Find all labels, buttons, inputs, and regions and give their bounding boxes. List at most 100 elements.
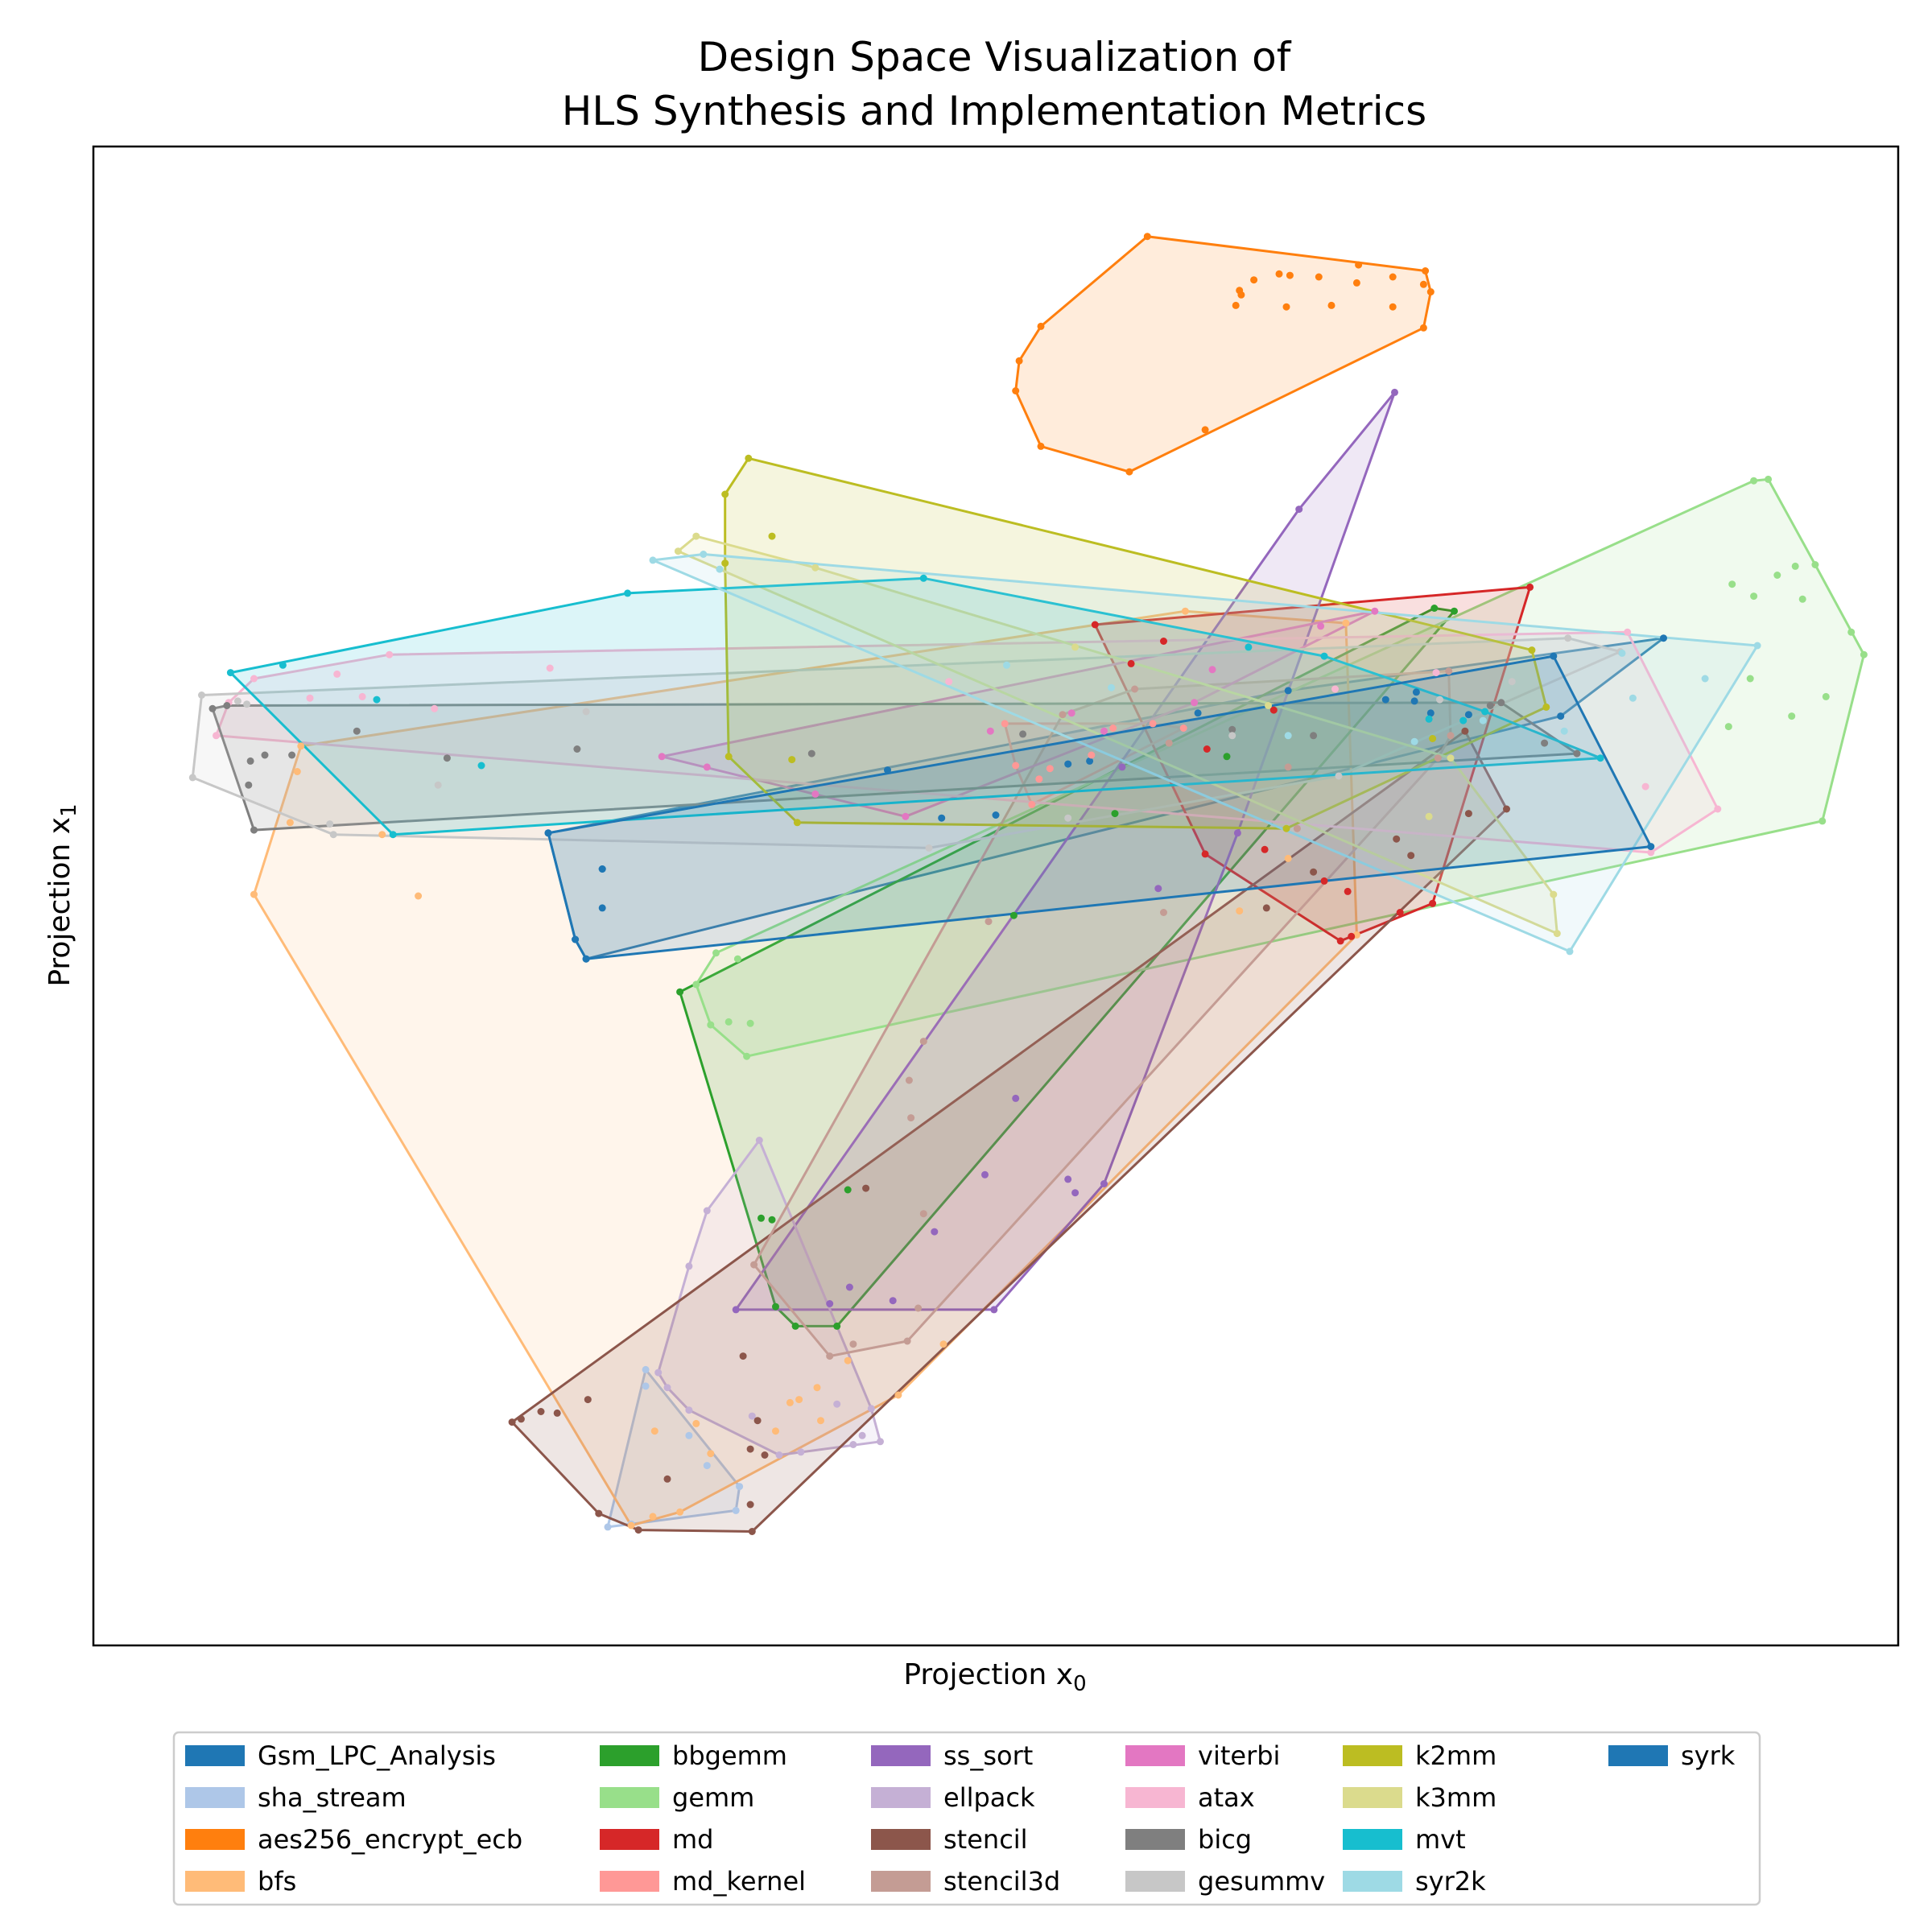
- data-point-8-13: [1154, 885, 1162, 893]
- data-point-19-0: [649, 556, 657, 564]
- data-point-9-9: [867, 1405, 875, 1413]
- legend-swatch-8: [871, 1745, 931, 1766]
- data-point-4-6: [833, 1322, 841, 1330]
- chart-title-line-1: Design Space Visualization of: [698, 34, 1292, 80]
- data-point-18-8: [1320, 652, 1328, 660]
- hull-fill-16: [724, 458, 1546, 829]
- data-point-2-2: [1355, 261, 1363, 269]
- data-point-13-9: [945, 678, 953, 686]
- hull-fill-14: [213, 702, 1577, 831]
- data-point-4-4: [791, 1322, 799, 1330]
- data-point-20-1: [598, 865, 606, 873]
- data-point-18-3: [389, 831, 397, 839]
- legend-swatch-20: [1608, 1745, 1668, 1766]
- data-point-0-14: [1086, 757, 1094, 765]
- data-point-2-19: [1015, 357, 1023, 365]
- data-point-18-12: [1481, 708, 1489, 716]
- data-point-10-16: [1393, 835, 1401, 843]
- data-point-3-4: [378, 831, 386, 839]
- data-point-3-14: [676, 1508, 684, 1516]
- data-point-13-8: [546, 664, 554, 672]
- data-point-14-11: [1019, 730, 1027, 738]
- data-point-6-6: [1201, 850, 1209, 858]
- data-point-2-20: [1012, 387, 1020, 394]
- hull-outline-20: [547, 654, 1653, 960]
- data-point-10-14: [862, 1184, 870, 1192]
- data-point-13-1: [213, 732, 220, 740]
- x-axis-label: Projection x0: [903, 1658, 1086, 1696]
- data-point-15-14: [1508, 678, 1516, 686]
- data-point-5-14: [1847, 628, 1856, 636]
- data-point-15-0: [188, 774, 196, 782]
- data-point-6-3: [1269, 706, 1278, 714]
- data-point-17-2: [811, 564, 819, 572]
- data-point-11-9: [985, 918, 993, 926]
- data-point-7-5: [1179, 724, 1187, 732]
- data-point-3-20: [1181, 607, 1189, 615]
- data-point-15-6: [434, 781, 442, 789]
- data-point-0-7: [1410, 697, 1418, 705]
- data-point-5-0: [692, 980, 700, 989]
- data-point-20-4: [1412, 688, 1420, 696]
- data-point-17-4: [1447, 754, 1455, 762]
- data-point-0-9: [1557, 712, 1565, 720]
- data-point-6-11: [1348, 932, 1356, 940]
- legend-swatch-12: [1125, 1745, 1185, 1766]
- data-point-8-10: [990, 1306, 998, 1314]
- data-point-8-9: [732, 1306, 740, 1314]
- data-point-16-8: [1429, 735, 1437, 742]
- data-point-3-18: [772, 1427, 779, 1435]
- hull-outline-5: [695, 477, 1865, 1058]
- legend-label-16: k2mm: [1415, 1740, 1496, 1771]
- data-point-20-6: [1550, 652, 1558, 660]
- data-point-16-2: [721, 559, 729, 568]
- chart-title-line-2: HLS Synthesis and Implementation Metrics: [562, 88, 1426, 134]
- legend-label-9: ellpack: [943, 1782, 1035, 1813]
- data-point-15-5: [329, 831, 337, 839]
- hull-fill-4: [679, 608, 1455, 1327]
- data-point-10-15: [1310, 868, 1318, 876]
- data-point-3-0: [250, 890, 258, 898]
- hull-fill-5: [696, 479, 1864, 1057]
- hull-fill-9: [658, 1140, 881, 1455]
- data-point-6-13: [1396, 909, 1404, 916]
- data-point-16-1: [721, 490, 729, 498]
- legend-swatch-1: [185, 1787, 245, 1808]
- data-point-9-5: [797, 1448, 805, 1456]
- hull-fill-2: [1015, 236, 1431, 473]
- hull-fill-18: [230, 578, 1601, 835]
- data-point-9-2: [685, 1406, 693, 1414]
- legend-label-11: stencil3d: [943, 1866, 1060, 1897]
- data-point-15-4: [326, 820, 334, 828]
- data-point-13-12: [1641, 782, 1649, 791]
- data-point-11-8: [919, 1038, 927, 1046]
- data-point-1-7: [703, 1462, 711, 1470]
- data-point-9-12: [685, 1262, 693, 1270]
- data-point-3-17: [692, 1419, 700, 1427]
- data-point-2-0: [1143, 233, 1151, 241]
- hull-fill-6: [1095, 587, 1530, 941]
- hull-outline-2: [1014, 235, 1432, 473]
- legend-swatch-6: [600, 1829, 659, 1850]
- data-point-5-18: [1724, 723, 1732, 731]
- data-point-12-5: [1208, 666, 1216, 674]
- legend-label-5: gemm: [672, 1782, 754, 1813]
- hull-outline-9: [657, 1139, 881, 1456]
- data-point-18-1: [279, 661, 287, 669]
- data-point-3-10: [795, 1396, 803, 1404]
- data-point-6-12: [1344, 887, 1352, 895]
- data-point-14-3: [261, 751, 269, 759]
- data-point-14-4: [245, 781, 253, 789]
- hull-fill-8: [736, 392, 1395, 1310]
- legend-swatch-5: [600, 1787, 659, 1808]
- data-point-15-7: [582, 708, 590, 716]
- data-point-11-10: [1059, 711, 1067, 719]
- hull-fill-13: [216, 632, 1718, 852]
- data-point-10-7: [663, 1475, 671, 1483]
- data-point-0-6: [1064, 760, 1072, 768]
- legend-swatch-10: [871, 1829, 931, 1850]
- data-point-2-14: [1282, 303, 1290, 311]
- data-point-5-8: [1750, 477, 1758, 485]
- data-point-0-13: [1194, 709, 1202, 717]
- data-point-8-6: [845, 1283, 853, 1291]
